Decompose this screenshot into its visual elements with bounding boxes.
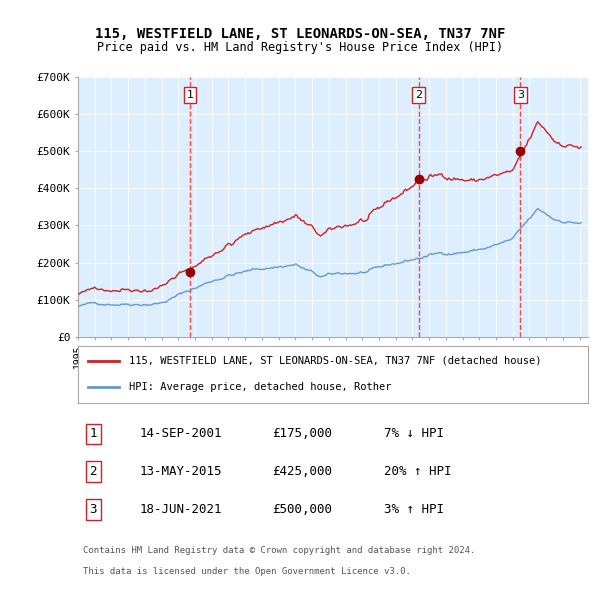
Text: £425,000: £425,000: [272, 466, 332, 478]
Text: 18-JUN-2021: 18-JUN-2021: [139, 503, 222, 516]
Text: 115, WESTFIELD LANE, ST LEONARDS-ON-SEA, TN37 7NF: 115, WESTFIELD LANE, ST LEONARDS-ON-SEA,…: [95, 27, 505, 41]
Text: Contains HM Land Registry data © Crown copyright and database right 2024.: Contains HM Land Registry data © Crown c…: [83, 546, 475, 555]
Text: 20% ↑ HPI: 20% ↑ HPI: [384, 466, 452, 478]
Text: HPI: Average price, detached house, Rother: HPI: Average price, detached house, Roth…: [129, 382, 392, 392]
Text: 1: 1: [187, 90, 194, 100]
Text: 14-SEP-2001: 14-SEP-2001: [139, 427, 222, 440]
Text: £500,000: £500,000: [272, 503, 332, 516]
Text: 1: 1: [89, 427, 97, 440]
Text: 2: 2: [89, 466, 97, 478]
Text: 3: 3: [517, 90, 524, 100]
Text: 3% ↑ HPI: 3% ↑ HPI: [384, 503, 444, 516]
Text: £175,000: £175,000: [272, 427, 332, 440]
Text: 13-MAY-2015: 13-MAY-2015: [139, 466, 222, 478]
Text: 3: 3: [89, 503, 97, 516]
Text: 7% ↓ HPI: 7% ↓ HPI: [384, 427, 444, 440]
Text: 2: 2: [415, 90, 422, 100]
Text: 115, WESTFIELD LANE, ST LEONARDS-ON-SEA, TN37 7NF (detached house): 115, WESTFIELD LANE, ST LEONARDS-ON-SEA,…: [129, 356, 542, 366]
Text: This data is licensed under the Open Government Licence v3.0.: This data is licensed under the Open Gov…: [83, 567, 411, 576]
Text: Price paid vs. HM Land Registry's House Price Index (HPI): Price paid vs. HM Land Registry's House …: [97, 41, 503, 54]
